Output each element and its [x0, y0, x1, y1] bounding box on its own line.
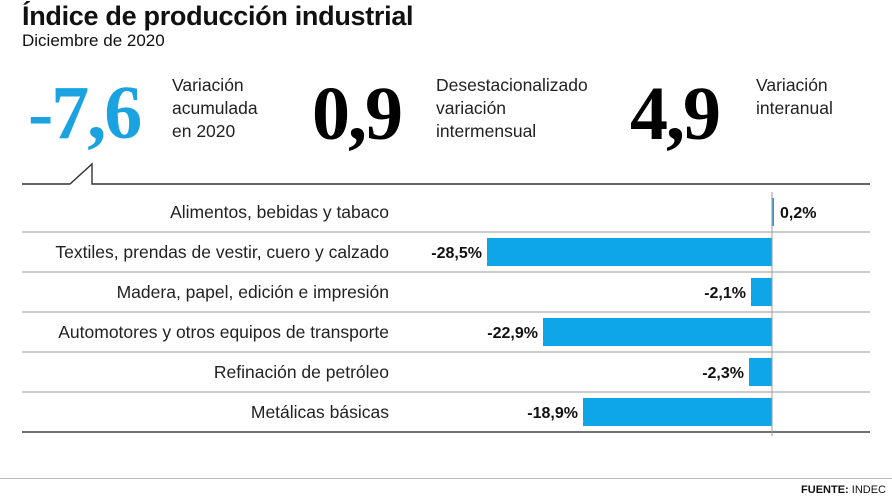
stat-label-line: intermensual: [436, 121, 537, 141]
stat-value-accumulated: -7,6: [28, 71, 142, 155]
category-label: Textiles, prendas de vestir, cuero y cal…: [55, 242, 389, 262]
bar: [772, 198, 774, 226]
source-label: FUENTE:: [801, 484, 849, 496]
value-label: -2,1%: [704, 285, 746, 302]
stat-value-yearly: 4,9: [630, 72, 721, 156]
bar: [749, 358, 772, 386]
chart-title: Índice de producción industrial: [22, 1, 414, 31]
stat-label-line: interanual: [756, 98, 833, 118]
category-label: Alimentos, bebidas y tabaco: [170, 202, 389, 222]
pointer-line: [22, 162, 870, 185]
stat-label-accumulated: Variación acumulada en 2020: [172, 74, 258, 143]
source-value: INDEC: [851, 484, 886, 496]
footer-rule: [0, 478, 892, 479]
stat-label-line: Desestacionalizado: [436, 75, 588, 95]
stat-label-line: variación: [436, 98, 507, 118]
stat-label-line: en 2020: [172, 121, 236, 141]
stat-label-line: Variación: [172, 75, 244, 95]
stat-label-yearly: Variación interanual: [756, 74, 833, 120]
value-label: -22,9%: [487, 325, 538, 342]
value-label: -2,3%: [702, 365, 744, 382]
category-label: Metálicas básicas: [251, 402, 389, 422]
bar: [543, 318, 772, 346]
pointer-divider: [22, 162, 870, 185]
bar-chart: Alimentos, bebidas y tabaco 0,2% Textiles,…: [22, 192, 870, 436]
stat-label-line: acumulada: [172, 98, 258, 118]
stat-label-line: Variación: [756, 75, 828, 95]
stat-label-monthly: Desestacionalizado variación intermensua…: [436, 74, 588, 143]
value-label: 0,2%: [780, 205, 816, 222]
bar: [487, 238, 772, 266]
bar: [583, 398, 772, 426]
category-label: Refinación de petróleo: [214, 362, 389, 382]
category-label: Automotores y otros equipos de transport…: [58, 322, 389, 342]
source-note: FUENTE: INDEC: [801, 484, 886, 497]
value-label: -18,9%: [527, 405, 578, 422]
value-label: -28,5%: [431, 245, 482, 262]
category-label: Madera, papel, edición e impresión: [117, 282, 389, 302]
stat-value-monthly: 0,9: [312, 72, 403, 156]
chart-subtitle: Diciembre de 2020: [22, 31, 165, 50]
bar: [751, 278, 772, 306]
